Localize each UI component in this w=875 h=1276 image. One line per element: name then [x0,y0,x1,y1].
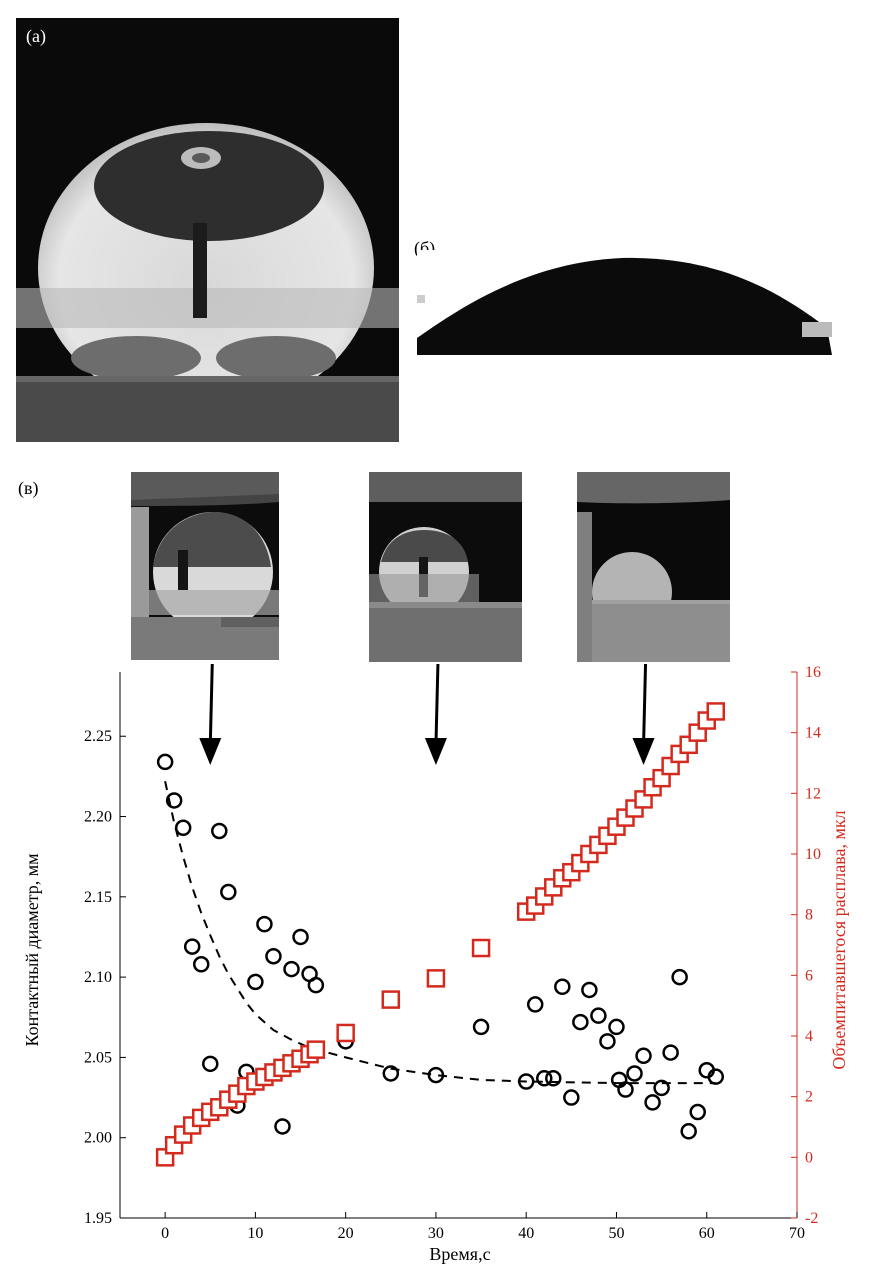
diameter-point [265,947,282,965]
diameter-points [156,753,725,1140]
y-right-tick-label: 0 [805,1149,813,1166]
y-left-tick-label: 2.25 [84,728,112,745]
panel-label-c: (в) [18,478,39,498]
diameter-point [156,753,174,771]
x-tick-label: 70 [789,1225,805,1242]
y-left-tick-label: 2.10 [84,969,112,986]
arrows [199,663,655,765]
y-axis-left-label: Контактный диаметр, мм [22,853,42,1046]
diameter-point [526,996,544,1013]
x-tick-label: 60 [699,1225,715,1242]
y-left-tick-label: 2.20 [84,809,112,826]
x-tick-label: 50 [608,1225,624,1242]
diameter-point [599,1033,616,1050]
y-right-tick-label: 12 [805,785,821,802]
arrow-head [424,738,447,765]
diameter-point [680,1123,697,1140]
fit-curve [164,780,716,1085]
x-tick-label: 10 [247,1225,263,1242]
diameter-point [545,1070,562,1087]
y-axis-right-label: Объемпитавшегося расплава, мкл [829,810,849,1069]
diameter-point [671,968,688,986]
diameter-point [608,1018,625,1036]
volume-points [155,702,726,1167]
diameter-point [292,928,309,946]
diameter-point [427,1066,445,1084]
fit-line [164,780,716,1085]
diameter-point [707,1068,725,1085]
x-tick-label: 40 [518,1225,534,1242]
diameter-point [472,1018,490,1036]
diameter-point [572,1013,589,1031]
inset-photo-3 [577,472,730,662]
volume-point [471,938,491,958]
diameter-point [183,938,201,955]
y-right-tick-label: 2 [805,1089,813,1106]
inset-photo-2 [369,472,522,662]
diameter-point [653,1079,670,1097]
y-right-tick-label: 6 [805,967,813,984]
panel-label-a: (а) [26,26,46,46]
arrow-shaft [642,663,648,746]
arrow-head [199,738,222,765]
diameter-point [563,1089,580,1106]
volume-point [381,990,401,1009]
diameter-point [211,822,228,840]
diameter-point [192,956,210,973]
inset-photo-1 [131,472,279,660]
diameter-point [307,976,325,994]
arrow-shaft [208,663,214,746]
y-right-tick-label: 8 [805,907,813,924]
arrow-shaft [434,663,440,746]
diameter-point [617,1081,634,1098]
diameter-point [644,1094,661,1111]
diameter-point [382,1065,400,1082]
diameter-point [635,1047,652,1065]
y-right-tick-label: -2 [805,1210,818,1227]
diameter-point [689,1103,706,1121]
droplet-photo-b [417,250,832,355]
y-right-tick-label: 4 [805,1028,813,1045]
volume-point [426,969,446,988]
y-right-tick-label: 14 [805,725,821,742]
diameter-point [247,973,264,991]
diameter-point [554,978,571,996]
diameter-point [274,1118,291,1135]
diameter-point [220,883,237,901]
volume-point [306,1040,326,1059]
x-axis-label: Время,с [429,1244,490,1264]
diameter-point [590,1007,607,1024]
x-tick-label: 0 [161,1225,169,1242]
y-left-tick-label: 1.95 [84,1210,112,1227]
diameter-point [165,792,183,809]
y-left-tick-label: 2.00 [84,1130,112,1147]
x-tick-label: 20 [338,1225,354,1242]
diameter-point [202,1055,219,1073]
volume-point [336,1023,355,1043]
droplet-photo-a [16,18,399,442]
diameter-point [662,1044,679,1061]
arrow-head [632,738,655,765]
y-right-tick-label: 10 [805,846,821,863]
diameter-point [581,981,598,999]
diameter-point [517,1073,535,1090]
y-left-tick-label: 2.05 [84,1049,112,1066]
diameter-point [256,915,273,933]
x-tick-label: 30 [428,1225,444,1242]
diameter-point [536,1070,553,1087]
diameter-point [283,960,300,978]
diameter-point [626,1065,643,1082]
volume-point [706,702,726,721]
diameter-point [174,819,192,837]
chart-axes: 0 10 20 30 40 50 60 701.952.002.052.102.152.202… [84,664,821,1242]
y-left-tick-label: 2.15 [84,889,112,906]
y-right-tick-label: 16 [805,664,821,681]
